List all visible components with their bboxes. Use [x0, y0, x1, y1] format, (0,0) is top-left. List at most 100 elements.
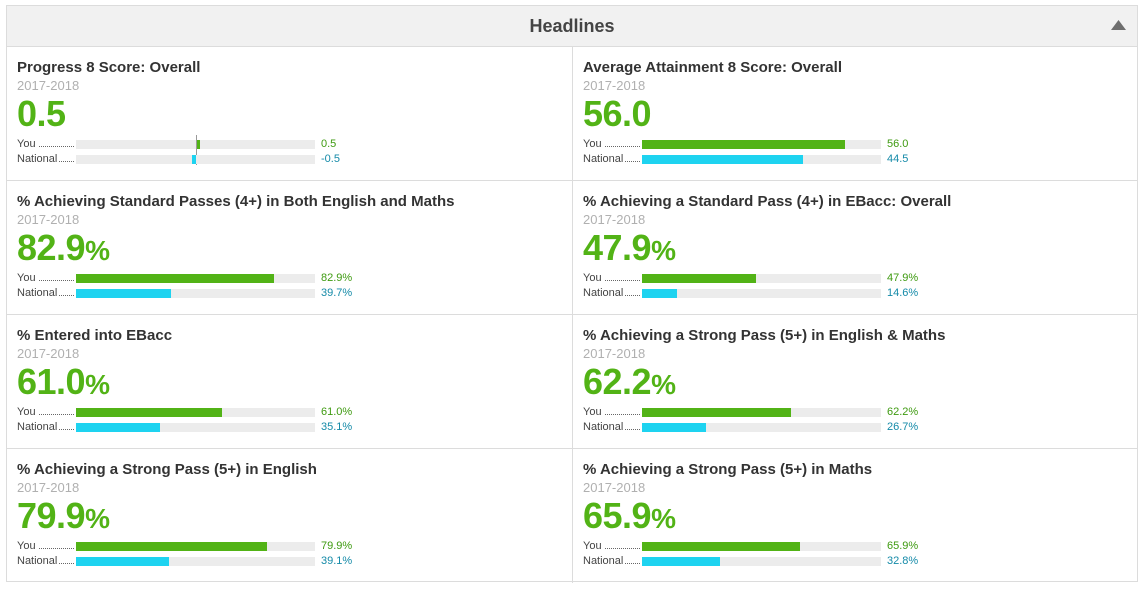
you-bar-fill	[642, 408, 791, 417]
card-value-number: 79.9	[17, 495, 86, 536]
you-value: 65.9%	[887, 540, 919, 552]
you-bar-row: You 0.5	[17, 135, 562, 165]
national-label: National	[17, 555, 74, 568]
you-label: You	[583, 272, 640, 285]
headline-card-standard-ebacc: % Achieving a Standard Pass (4+) in EBac…	[573, 181, 1137, 315]
national-bar-row: National 14.6%	[583, 287, 1127, 302]
card-value-suffix: %	[651, 503, 676, 534]
national-label: National	[583, 421, 640, 434]
national-bar-track	[642, 423, 881, 432]
you-value: 61.0%	[321, 406, 353, 418]
you-bar-track	[642, 542, 881, 551]
national-value: 35.1%	[321, 421, 353, 433]
card-year: 2017-2018	[17, 78, 80, 93]
national-bar-fill	[76, 557, 170, 566]
you-label: You	[17, 406, 74, 419]
you-value: 56.0	[887, 138, 909, 150]
national-bar-fill	[642, 289, 677, 298]
you-bar-row: You 47.9%	[583, 272, 1127, 287]
card-value-number: 61.0	[17, 361, 86, 402]
national-bar-track	[76, 557, 315, 566]
national-label: National	[583, 555, 640, 568]
card-value-suffix: %	[85, 235, 110, 266]
national-value: 39.1%	[321, 555, 353, 567]
card-value: 62.2%	[583, 362, 1127, 402]
headline-card-standard-eng-maths: % Achieving Standard Passes (4+) in Both…	[7, 181, 573, 315]
national-bar-fill	[642, 155, 804, 164]
card-title: % Entered into EBacc	[17, 327, 173, 344]
card-year: 2017-2018	[17, 346, 80, 361]
national-bar-row: National 26.7%	[583, 421, 1127, 436]
national-value: 39.7%	[321, 287, 353, 299]
national-value: 44.5	[887, 153, 909, 165]
national-label: National	[17, 421, 74, 434]
you-bar-fill	[76, 274, 275, 283]
national-bar-track	[76, 155, 315, 164]
headline-card-strong-eng-maths: % Achieving a Strong Pass (5+) in Englis…	[573, 315, 1137, 449]
you-bar-track	[76, 408, 315, 417]
headline-card-strong-maths: % Achieving a Strong Pass (5+) in Maths 2…	[573, 449, 1137, 583]
you-value: 62.2%	[887, 406, 919, 418]
collapse-up-icon[interactable]	[1110, 19, 1127, 31]
you-bar-track	[76, 542, 315, 551]
you-value: 79.9%	[321, 540, 353, 552]
national-bar-track	[76, 289, 315, 298]
headline-card-progress-8: Progress 8 Score: Overall 2017-2018 0.5 You…	[7, 47, 573, 181]
card-year: 2017-2018	[583, 212, 646, 227]
you-bar-fill	[76, 542, 267, 551]
national-value: 32.8%	[887, 555, 919, 567]
card-title: Progress 8 Score: Overall	[17, 59, 201, 76]
national-bar-track	[642, 557, 881, 566]
card-value-number: 65.9	[583, 495, 652, 536]
headline-card-entered-ebacc: % Entered into EBacc 2017-2018 61.0% You 61.…	[7, 315, 573, 449]
card-value: 61.0%	[17, 362, 562, 402]
card-year: 2017-2018	[583, 78, 646, 93]
national-bar-track	[642, 155, 881, 164]
card-value-number: 62.2	[583, 361, 652, 402]
you-bar-track	[642, 408, 881, 417]
card-year: 2017-2018	[17, 480, 80, 495]
national-value: 14.6%	[887, 287, 919, 299]
you-label: You	[17, 272, 74, 285]
card-value-suffix: %	[85, 503, 110, 534]
headline-card-attainment-8: Average Attainment 8 Score: Overall 2017-…	[573, 47, 1137, 181]
national-bar-fill	[76, 289, 171, 298]
you-bar-row: You 79.9%	[17, 540, 562, 555]
national-label: National	[17, 153, 74, 166]
national-bar-row: National 35.1%	[17, 421, 562, 436]
card-value-suffix: %	[651, 369, 676, 400]
card-title: % Achieving a Strong Pass (5+) in Maths	[583, 461, 873, 478]
national-bar-row: National -0.5	[17, 153, 562, 168]
card-year: 2017-2018	[583, 346, 646, 361]
you-bar-fill	[642, 274, 757, 283]
national-bar-fill	[192, 155, 196, 164]
you-value: 0.5	[321, 138, 337, 150]
national-bar-row: National 32.8%	[583, 555, 1127, 570]
you-bar-track	[76, 140, 315, 149]
national-bar-track	[642, 289, 881, 298]
panel-header[interactable]: Headlines	[7, 6, 1137, 47]
you-bar-row: You 65.9%	[583, 540, 1127, 555]
card-value: 65.9%	[583, 496, 1127, 536]
zero-axis-line	[196, 135, 197, 165]
national-bar-fill	[642, 557, 721, 566]
you-bar-row: You 61.0%	[17, 406, 562, 421]
card-value-number: 47.9	[583, 227, 652, 268]
you-value: 47.9%	[887, 272, 919, 284]
you-bar-fill	[642, 140, 845, 149]
national-label: National	[583, 287, 640, 300]
card-value: 56.0	[583, 94, 1127, 134]
card-value-suffix: %	[651, 235, 676, 266]
card-title: % Achieving a Strong Pass (5+) in Englis…	[583, 327, 946, 344]
you-bar-fill	[196, 140, 200, 149]
you-label: You	[583, 138, 640, 151]
you-value: 82.9%	[321, 272, 353, 284]
card-value-suffix: %	[85, 369, 110, 400]
you-bar-row: You 82.9%	[17, 272, 562, 287]
card-value-number: 56.0	[583, 93, 652, 134]
you-bar-fill	[76, 408, 222, 417]
card-value-number: 82.9	[17, 227, 86, 268]
card-title: % Achieving Standard Passes (4+) in Both…	[17, 193, 455, 210]
you-bar-row: You 62.2%	[583, 406, 1127, 421]
panel-title: Headlines	[529, 16, 615, 36]
